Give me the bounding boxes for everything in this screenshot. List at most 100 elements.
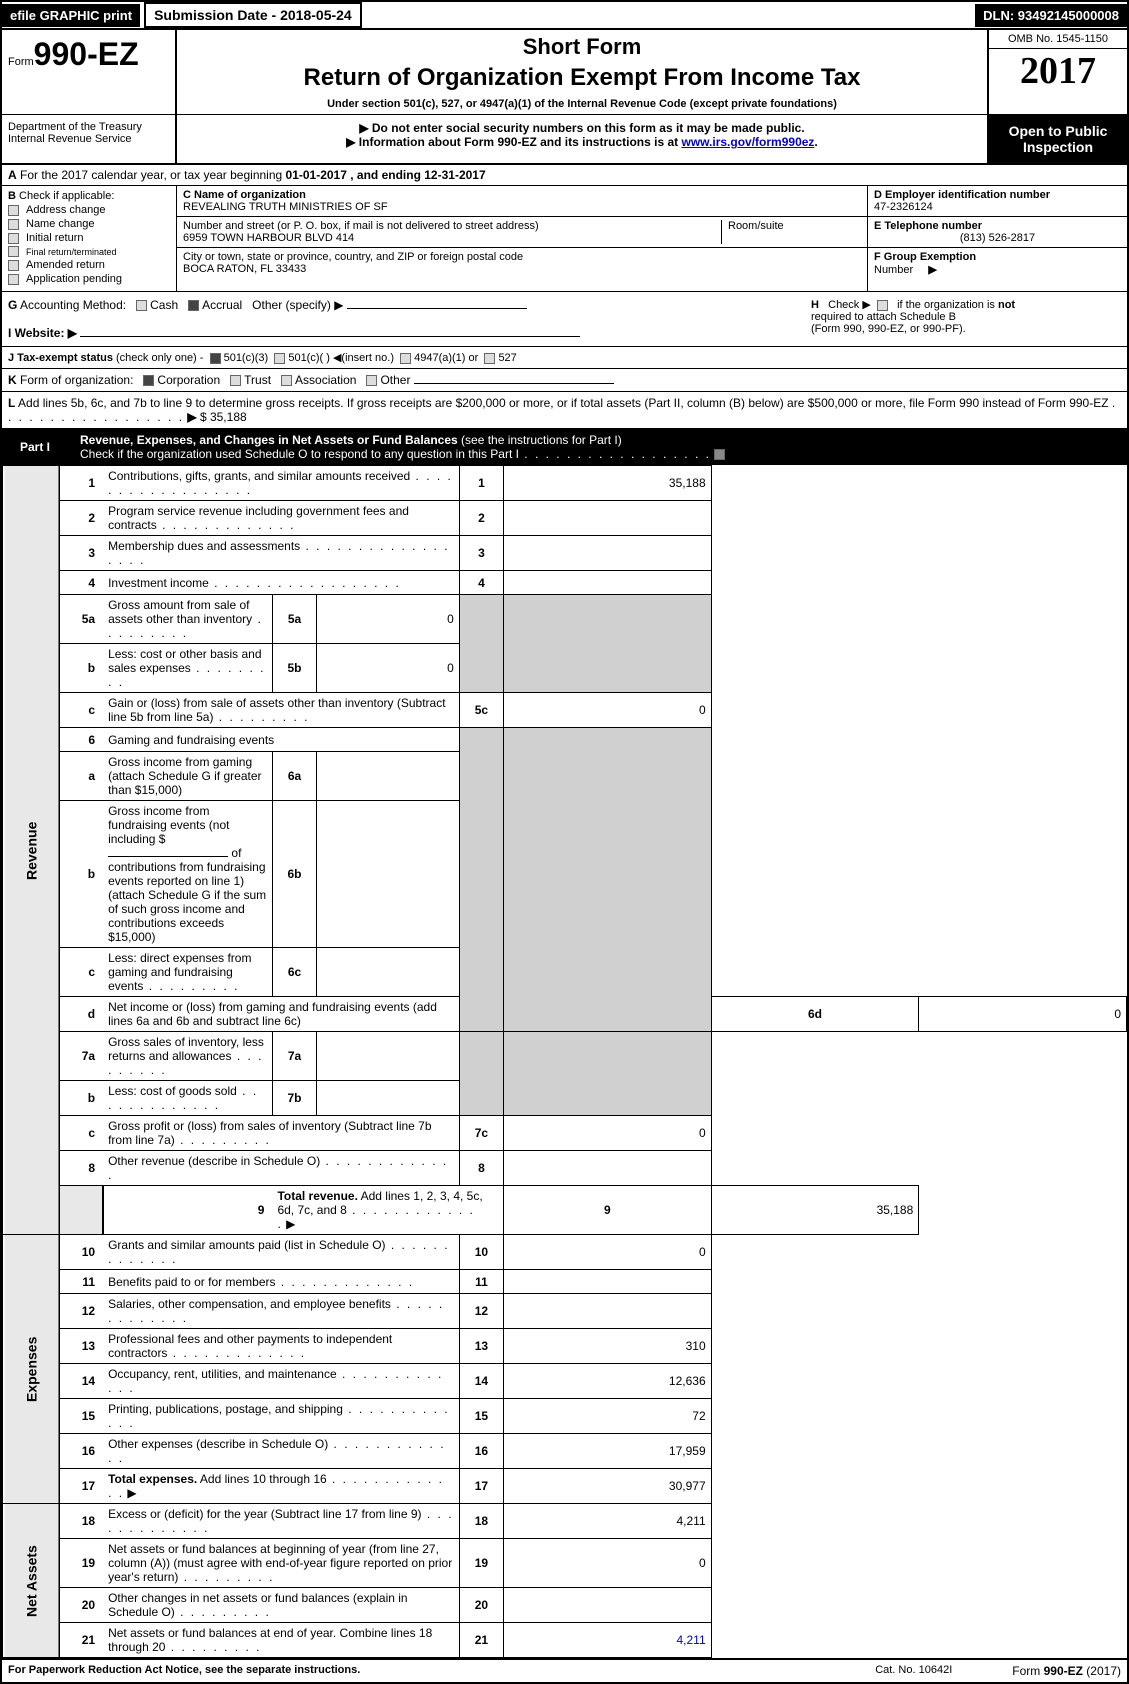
label-a: A bbox=[8, 168, 17, 182]
chk-name-change[interactable]: Name change bbox=[8, 218, 170, 230]
label-b: B bbox=[8, 190, 16, 202]
row-k: K Form of organization: Corporation Trus… bbox=[2, 368, 1127, 391]
line-5a: 5a Gross amount from sale of assets othe… bbox=[3, 595, 1127, 644]
part-1-table: Revenue 1 Contributions, gifts, grants, … bbox=[2, 465, 1127, 1658]
chk-address-change[interactable]: Address change bbox=[8, 204, 170, 216]
line-9: 9 Total revenue. Add lines 1, 2, 3, 4, 5… bbox=[3, 1186, 1127, 1235]
room-suite: Room/suite bbox=[721, 220, 861, 244]
row-j: J Tax-exempt status (check only one) - 5… bbox=[2, 346, 1127, 368]
phone-label: E Telephone number bbox=[874, 220, 1121, 232]
expenses-side-label: Expenses bbox=[3, 1235, 59, 1504]
chk-501c3[interactable] bbox=[210, 353, 221, 364]
line-18: Net Assets 18 Excess or (deficit) for th… bbox=[3, 1504, 1127, 1539]
header-row: Form990-EZ Short Form Return of Organiza… bbox=[2, 30, 1127, 114]
chk-other-org[interactable] bbox=[366, 375, 377, 386]
chk-final-return[interactable]: Final return/terminated bbox=[8, 246, 170, 257]
line-14: 14 Occupancy, rent, utilities, and maint… bbox=[3, 1364, 1127, 1399]
phone-row: E Telephone number (813) 526-2817 bbox=[868, 217, 1127, 248]
city-row: City or town, state or province, country… bbox=[177, 248, 867, 278]
short-form-title: Short Form bbox=[181, 34, 983, 60]
label-j: J Tax-exempt status bbox=[8, 352, 113, 364]
omb-number: OMB No. 1545-1150 bbox=[989, 30, 1127, 49]
website-input[interactable] bbox=[80, 336, 580, 337]
form-prefix: Form bbox=[8, 56, 34, 68]
accounting-other: Other (specify) ▶ bbox=[252, 298, 343, 312]
group-exemption-label2: Number bbox=[874, 264, 913, 276]
form-number: 990-EZ bbox=[34, 36, 139, 72]
group-exemption-row: F Group Exemption Number ▶ bbox=[868, 248, 1127, 279]
row-g: G Accounting Method: Cash Accrual Other … bbox=[8, 298, 811, 312]
line-6: 6 Gaming and fundraising events bbox=[3, 728, 1127, 752]
part-1-label: Part I bbox=[10, 438, 60, 456]
line-19: 19 Net assets or fund balances at beginn… bbox=[3, 1539, 1127, 1588]
chk-association[interactable] bbox=[281, 375, 292, 386]
chk-527[interactable] bbox=[484, 353, 495, 364]
efile-print-button[interactable]: efile GRAPHIC print bbox=[2, 4, 140, 27]
row-gh: G Accounting Method: Cash Accrual Other … bbox=[2, 291, 1127, 346]
label-k: K bbox=[8, 373, 17, 387]
submission-date: Submission Date - 2018-05-24 bbox=[144, 2, 362, 28]
accounting-other-input[interactable] bbox=[347, 308, 527, 309]
instructions-cell: ▶ Do not enter social security numbers o… bbox=[177, 115, 987, 163]
fundraising-amount-input[interactable] bbox=[108, 856, 228, 857]
revenue-side-label: Revenue bbox=[3, 466, 59, 1235]
line-16: 16 Other expenses (describe in Schedule … bbox=[3, 1434, 1127, 1469]
other-org-input[interactable] bbox=[414, 383, 614, 384]
chk-501c[interactable] bbox=[274, 353, 285, 364]
line-15: 15 Printing, publications, postage, and … bbox=[3, 1399, 1127, 1434]
dept-treasury: Department of the Treasury bbox=[8, 121, 169, 133]
chk-initial-return[interactable]: Initial return bbox=[8, 232, 170, 244]
col-c: C Name of organization REVEALING TRUTH M… bbox=[177, 186, 867, 291]
chk-schedule-b[interactable] bbox=[877, 300, 888, 311]
chk-accrual[interactable] bbox=[188, 300, 199, 311]
line-4: 4 Investment income 4 bbox=[3, 571, 1127, 595]
top-bar: efile GRAPHIC print Submission Date - 20… bbox=[2, 2, 1127, 30]
dept-row: Department of the Treasury Internal Reve… bbox=[2, 114, 1127, 163]
label-g: G bbox=[8, 298, 17, 312]
group-exemption-label: F Group Exemption bbox=[874, 251, 976, 263]
tax-year-end: 12-31-2017 bbox=[424, 168, 485, 182]
row-a-mid: , and ending bbox=[350, 168, 424, 182]
h-text4: (Form 990, 990-EZ, or 990-PF). bbox=[811, 323, 966, 335]
row-a-text: For the 2017 calendar year, or tax year … bbox=[20, 168, 286, 182]
chk-schedule-o[interactable] bbox=[714, 449, 725, 460]
chk-cash[interactable] bbox=[136, 300, 147, 311]
street-label: Number and street (or P. O. box, if mail… bbox=[183, 220, 539, 232]
line-7a: 7a Gross sales of inventory, less return… bbox=[3, 1032, 1127, 1081]
arrow-icon: ▶ bbox=[187, 410, 196, 424]
line-10: Expenses 10 Grants and similar amounts p… bbox=[3, 1235, 1127, 1270]
h-text3: required to attach Schedule B bbox=[811, 311, 956, 323]
open-to-public-2: Inspection bbox=[993, 139, 1123, 155]
line-20: 20 Other changes in net assets or fund b… bbox=[3, 1588, 1127, 1623]
l-text: Add lines 5b, 6c, and 7b to line 9 to de… bbox=[18, 396, 1109, 410]
line-2: 2 Program service revenue including gove… bbox=[3, 501, 1127, 536]
street-value: 6959 TOWN HARBOUR BLVD 414 bbox=[183, 232, 539, 244]
line-7c: c Gross profit or (loss) from sales of i… bbox=[3, 1116, 1127, 1151]
chk-4947[interactable] bbox=[400, 353, 411, 364]
title-cell: Short Form Return of Organization Exempt… bbox=[177, 30, 987, 114]
chk-corporation[interactable] bbox=[143, 375, 154, 386]
line-12: 12 Salaries, other compensation, and emp… bbox=[3, 1294, 1127, 1329]
org-name-value: REVEALING TRUTH MINISTRIES OF SF bbox=[183, 201, 388, 213]
section-bcd: B Check if applicable: Address change Na… bbox=[2, 185, 1127, 291]
irs-link[interactable]: www.irs.gov/form990ez bbox=[681, 135, 814, 149]
row-i: I Website: ▶ bbox=[8, 326, 811, 340]
k-text: Form of organization: bbox=[20, 373, 133, 387]
chk-amended-return[interactable]: Amended return bbox=[8, 259, 170, 271]
tax-year: 2017 bbox=[989, 49, 1127, 93]
label-l: L bbox=[8, 396, 15, 410]
line-3: 3 Membership dues and assessments 3 bbox=[3, 536, 1127, 571]
street-row: Number and street (or P. O. box, if mail… bbox=[177, 217, 867, 248]
dept-cell: Department of the Treasury Internal Reve… bbox=[2, 115, 177, 163]
col-gi: G Accounting Method: Cash Accrual Other … bbox=[8, 298, 811, 340]
ssn-warning: ▶ Do not enter social security numbers o… bbox=[183, 121, 981, 135]
year-cell: OMB No. 1545-1150 2017 bbox=[987, 30, 1127, 114]
phone-value: (813) 526-2817 bbox=[874, 232, 1121, 244]
col-h: H Check ▶ if the organization is not req… bbox=[811, 298, 1121, 340]
return-title: Return of Organization Exempt From Incom… bbox=[181, 64, 983, 92]
chk-trust[interactable] bbox=[230, 375, 241, 386]
chk-application-pending[interactable]: Application pending bbox=[8, 273, 170, 285]
h-check-text: Check ▶ bbox=[828, 299, 871, 311]
irs-label: Internal Revenue Service bbox=[8, 133, 169, 145]
part-1-title: Revenue, Expenses, and Changes in Net As… bbox=[80, 433, 728, 461]
